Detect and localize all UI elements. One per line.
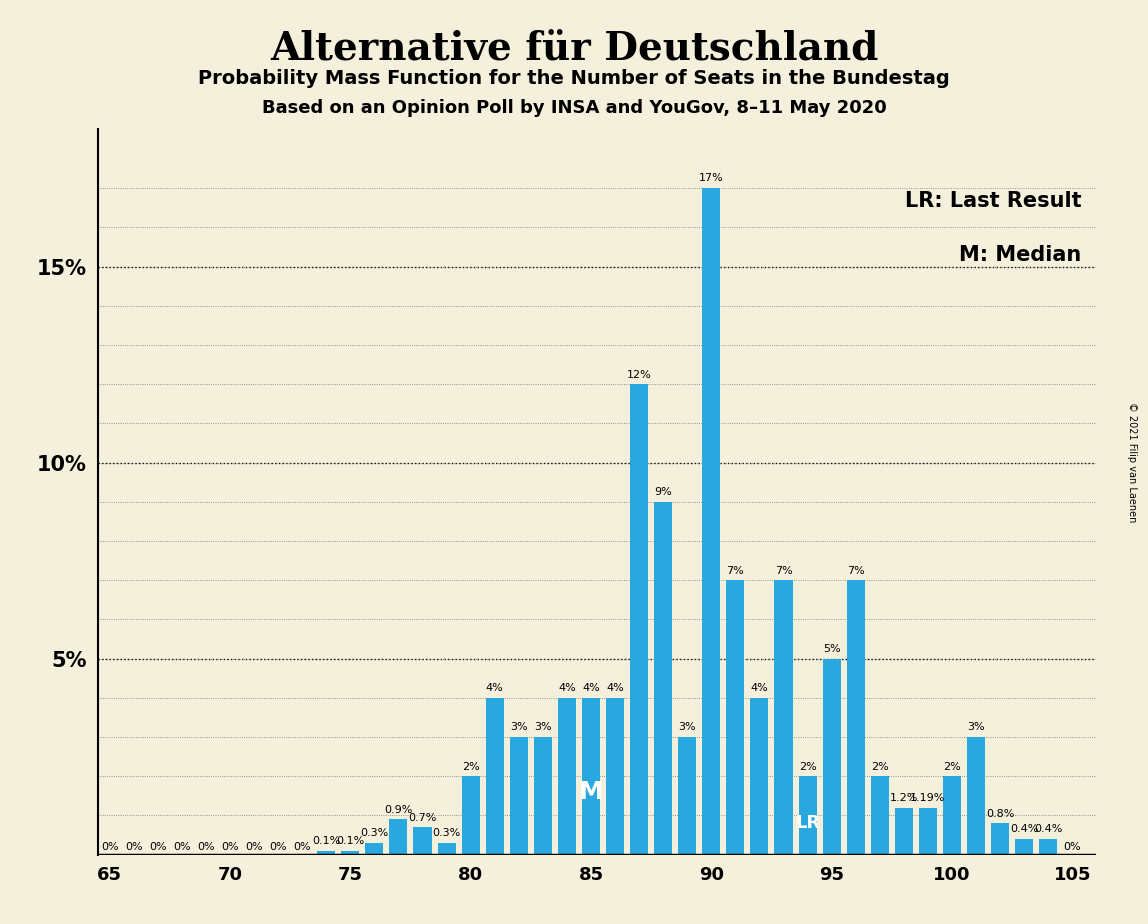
Text: 1.2%: 1.2% [890,793,918,803]
Text: 0%: 0% [173,842,191,852]
Bar [365,843,383,855]
Text: 0.3%: 0.3% [433,828,460,838]
Text: Probability Mass Function for the Number of Seats in the Bundestag: Probability Mass Function for the Number… [199,69,949,89]
Text: 5%: 5% [823,644,840,654]
Text: 7%: 7% [727,565,744,576]
Text: 0%: 0% [294,842,311,852]
Bar [823,659,840,855]
Text: 4%: 4% [606,683,623,693]
Bar [389,820,408,855]
Text: Based on an Opinion Poll by INSA and YouGov, 8–11 May 2020: Based on an Opinion Poll by INSA and You… [262,99,886,116]
Text: Alternative für Deutschland: Alternative für Deutschland [270,30,878,67]
Bar [534,737,552,855]
Bar [558,698,576,855]
Text: 2%: 2% [799,761,816,772]
Text: 0.7%: 0.7% [409,812,436,822]
Bar [1015,839,1033,855]
Bar [582,698,600,855]
Bar [894,808,913,855]
Bar [461,776,480,855]
Bar [606,698,625,855]
Text: 0.1%: 0.1% [312,836,340,846]
Bar [918,808,937,855]
Text: 3%: 3% [510,723,528,733]
Text: 0.9%: 0.9% [385,805,412,815]
Text: LR: Last Result: LR: Last Result [905,191,1081,211]
Text: © 2021 Filip van Laenen: © 2021 Filip van Laenen [1127,402,1137,522]
Text: 0%: 0% [149,842,166,852]
Text: 2%: 2% [871,761,889,772]
Bar [630,384,649,855]
Text: 0.1%: 0.1% [336,836,364,846]
Text: 4%: 4% [486,683,504,693]
Bar [341,851,359,855]
Text: 0%: 0% [1063,842,1081,852]
Bar [775,580,792,855]
Bar [943,776,961,855]
Text: 12%: 12% [627,370,651,380]
Bar [654,502,673,855]
Text: 9%: 9% [654,487,672,497]
Bar [870,776,889,855]
Bar [847,580,864,855]
Text: M: Median: M: Median [959,246,1081,265]
Bar [727,580,744,855]
Text: 0%: 0% [125,842,142,852]
Text: 0%: 0% [222,842,239,852]
Text: 4%: 4% [751,683,768,693]
Bar [751,698,768,855]
Text: 0%: 0% [197,842,215,852]
Text: 3%: 3% [678,723,696,733]
Bar [678,737,696,855]
Text: 2%: 2% [943,761,961,772]
Text: 0%: 0% [101,842,118,852]
Text: LR: LR [794,814,820,833]
Bar [1039,839,1057,855]
Text: M: M [579,780,604,804]
Text: 0.3%: 0.3% [360,828,388,838]
Bar [413,827,432,855]
Text: 1.19%: 1.19% [910,794,946,803]
Text: 0.4%: 0.4% [1010,824,1038,834]
Bar [486,698,504,855]
Text: 0.8%: 0.8% [986,808,1015,819]
Text: 0%: 0% [246,842,263,852]
Bar [437,843,456,855]
Text: 17%: 17% [699,174,723,184]
Text: 3%: 3% [534,723,552,733]
Text: 0.4%: 0.4% [1034,824,1062,834]
Bar [799,776,816,855]
Text: 7%: 7% [775,565,792,576]
Bar [991,823,1009,855]
Bar [317,851,335,855]
Text: 7%: 7% [847,565,864,576]
Bar [703,188,720,855]
Text: 0%: 0% [270,842,287,852]
Text: 3%: 3% [968,723,985,733]
Text: 4%: 4% [558,683,576,693]
Text: 4%: 4% [582,683,599,693]
Text: 2%: 2% [461,761,480,772]
Bar [510,737,528,855]
Bar [967,737,985,855]
